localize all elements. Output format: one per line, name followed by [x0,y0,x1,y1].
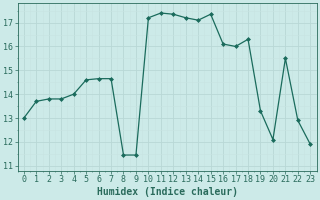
X-axis label: Humidex (Indice chaleur): Humidex (Indice chaleur) [97,186,237,197]
